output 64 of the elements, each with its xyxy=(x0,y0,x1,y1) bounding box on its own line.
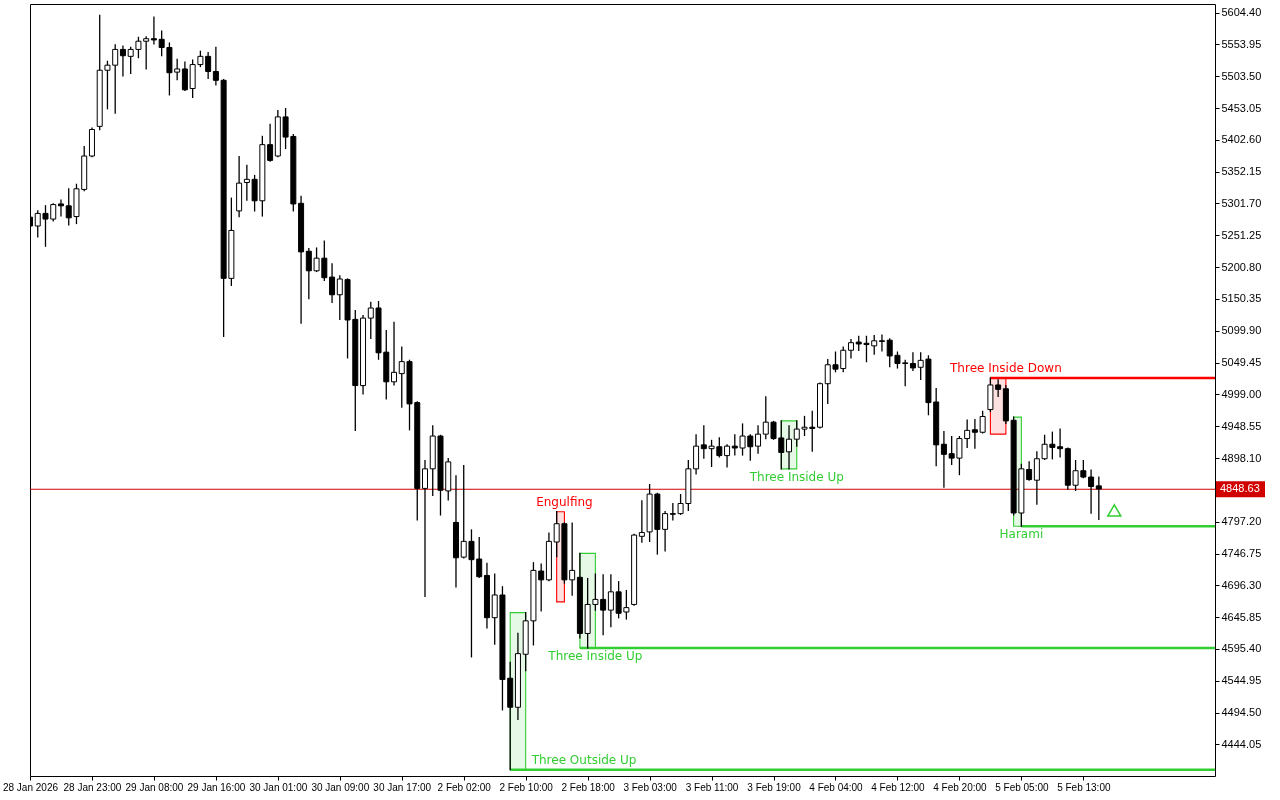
ref-line-label: 4848.63 xyxy=(1220,482,1260,495)
x-tick-label: 30 Jan 01:00 xyxy=(249,781,308,793)
x-tick-label: 2 Feb 10:00 xyxy=(499,781,554,793)
candlestick xyxy=(119,45,126,77)
x-tick-label: 28 Jan 2026 xyxy=(2,781,59,793)
y-tick-label: 5099.90 xyxy=(1221,324,1262,337)
series-label: Harami xyxy=(999,527,1044,542)
legend-label: Engulfing xyxy=(536,494,593,509)
y-tick-label: 4797.20 xyxy=(1221,515,1262,528)
x-tick-label: 30 Jan 17:00 xyxy=(373,781,432,793)
x-tick-label: 30 Jan 09:00 xyxy=(311,781,370,793)
y-tick-label: 5200.80 xyxy=(1221,260,1262,273)
x-tick-label: 5 Feb 13:00 xyxy=(1057,781,1111,793)
candlestick xyxy=(57,199,64,217)
x-tick-label: 3 Feb 19:00 xyxy=(747,781,802,793)
x-tick-label: 2 Feb 18:00 xyxy=(561,781,616,793)
candlestick xyxy=(391,321,398,386)
y-tick-label: 4746.75 xyxy=(1221,547,1262,560)
series-label: Three Inside Up xyxy=(547,648,643,663)
candlestick xyxy=(422,459,428,597)
y-tick-label: 4595.40 xyxy=(1221,642,1262,655)
y-tick-label: 5453.05 xyxy=(1221,101,1262,114)
candlestick xyxy=(940,430,947,488)
candlestick xyxy=(1088,469,1095,514)
x-tick-label: 5 Feb 05:00 xyxy=(995,781,1049,793)
y-tick-label: 4645.85 xyxy=(1221,610,1262,623)
y-tick-label: 4999.00 xyxy=(1221,387,1262,400)
y-tick-label: 5604.40 xyxy=(1221,6,1262,19)
y-tick-label: 5251.25 xyxy=(1221,228,1262,241)
x-tick-label: 4 Feb 12:00 xyxy=(871,781,926,793)
candlestick xyxy=(1095,476,1102,520)
y-tick-label: 5402.60 xyxy=(1221,133,1262,146)
x-tick-label: 28 Jan 23:00 xyxy=(63,781,122,793)
x-tick-label: 4 Feb 04:00 xyxy=(809,781,864,793)
candlestick xyxy=(755,425,762,454)
x-tick-label: 3 Feb 11:00 xyxy=(685,781,739,793)
y-tick-label: 4898.10 xyxy=(1221,451,1262,464)
y-tick-label: 5049.45 xyxy=(1221,356,1262,369)
candlestick xyxy=(909,352,916,372)
y-tick-label: 4696.30 xyxy=(1221,578,1262,591)
y-tick-label: 4494.50 xyxy=(1221,706,1262,719)
y-tick-label: 4948.55 xyxy=(1221,419,1262,432)
candlestick xyxy=(724,444,731,468)
y-tick-label: 5150.35 xyxy=(1221,292,1262,305)
candlestick xyxy=(786,425,793,470)
y-tick-label: 4444.05 xyxy=(1221,737,1262,750)
x-tick-label: 4 Feb 20:00 xyxy=(933,781,988,793)
y-tick-label: 5503.50 xyxy=(1221,69,1262,82)
candlestick xyxy=(693,434,700,475)
legend-label: Three Inside Up xyxy=(748,469,844,484)
candlestick xyxy=(878,334,885,352)
series-label: Three Outside Up xyxy=(530,752,637,767)
x-tick-label: 29 Jan 16:00 xyxy=(187,781,246,793)
y-tick-label: 5553.95 xyxy=(1221,37,1262,50)
series-label: Three Inside Down xyxy=(949,361,1062,376)
x-tick-label: 29 Jan 08:00 xyxy=(125,781,184,793)
y-tick-label: 5301.70 xyxy=(1221,197,1262,209)
candlestick xyxy=(847,338,854,359)
y-tick-label: 4544.95 xyxy=(1221,674,1262,687)
y-tick-label: 5352.15 xyxy=(1221,165,1262,178)
x-tick-label: 2 Feb 02:00 xyxy=(437,781,492,793)
candlestick xyxy=(329,263,336,303)
x-tick-label: 3 Feb 03:00 xyxy=(623,781,678,793)
candlestick xyxy=(150,16,157,45)
